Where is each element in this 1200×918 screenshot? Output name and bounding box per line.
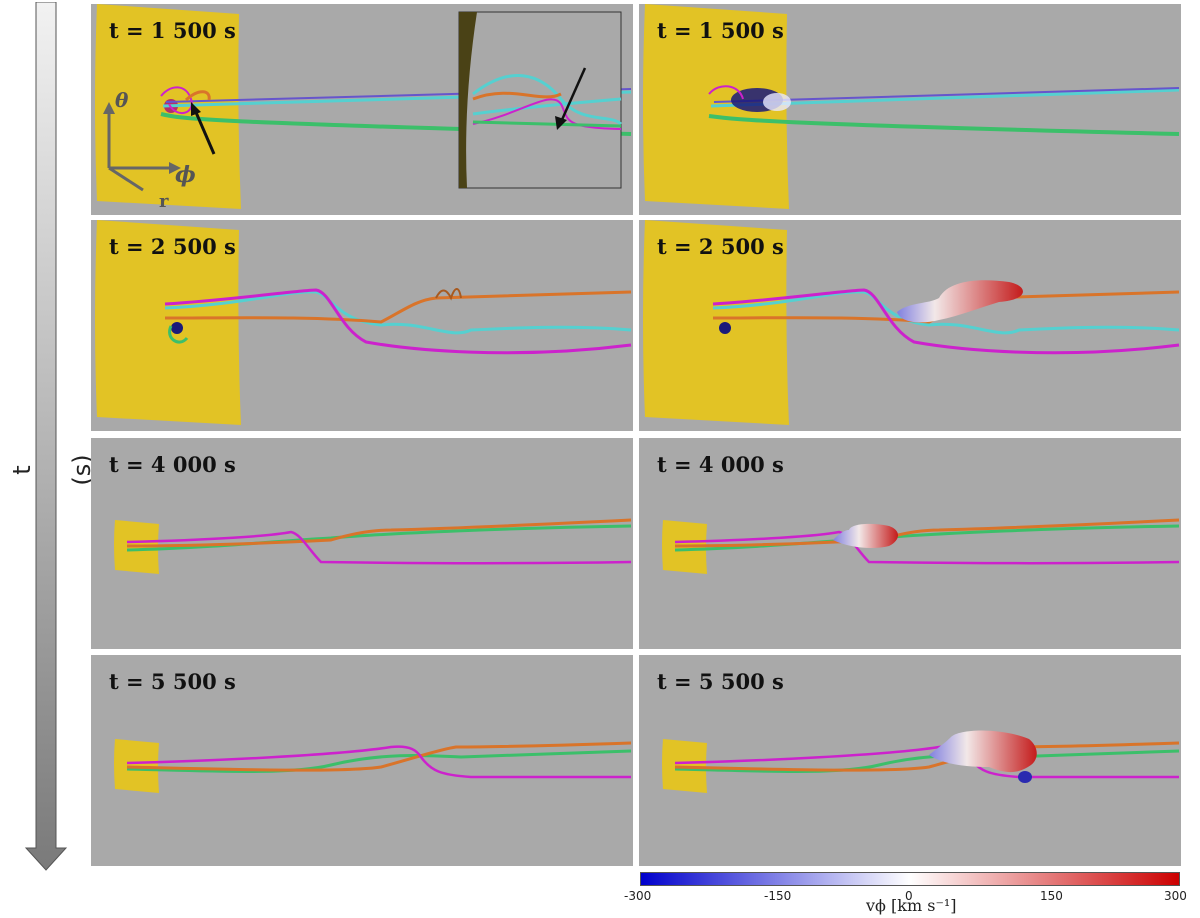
flux-rope-isosurface <box>897 280 1023 323</box>
time-axis-arrow <box>24 1 68 872</box>
panel-row1-left: θ ϕ r t = 1 500 s <box>91 4 633 215</box>
phi-label: ϕ <box>175 162 196 188</box>
time-label: t = 5 500 s <box>109 669 236 694</box>
panel-row1-right: t = 1 500 s <box>639 4 1181 215</box>
time-axis-label: t (s) <box>8 454 96 486</box>
colorbar-tick: -300 <box>624 889 652 903</box>
time-label: t = 1 500 s <box>657 18 784 43</box>
colorbar-tick: 150 <box>1040 889 1063 903</box>
time-label: t = 2 500 s <box>109 234 236 259</box>
flux-rope-isosurface <box>833 523 898 548</box>
panel-row4-left: t = 5 500 s <box>91 655 633 866</box>
time-label: t = 2 500 s <box>657 234 784 259</box>
panel-row2-right: t = 2 500 s <box>639 220 1181 431</box>
r-label: r <box>159 191 169 212</box>
panel-row4-right: t = 5 500 s <box>639 655 1181 866</box>
time-label: t = 4 000 s <box>109 452 236 477</box>
panel-row3-right: t = 4 000 s <box>639 438 1181 649</box>
theta-label: θ <box>115 88 129 112</box>
colorbar-tick: 0 <box>905 889 913 903</box>
colorbar-tick: 300 <box>1164 889 1187 903</box>
panel-row3-left: t = 4 000 s <box>91 438 633 649</box>
time-label: t = 5 500 s <box>657 669 784 694</box>
colorbar <box>640 872 1180 886</box>
axes-glyph <box>107 112 171 192</box>
time-label: t = 1 500 s <box>109 18 236 43</box>
time-label: t = 4 000 s <box>657 452 784 477</box>
flux-rope-isosurface <box>929 730 1037 773</box>
colorbar-label: vϕ [km s⁻¹] <box>866 896 957 915</box>
colorbar-tick: -150 <box>764 889 792 903</box>
panel-row2-left: t = 2 500 s <box>91 220 633 431</box>
inset-view <box>458 11 623 189</box>
